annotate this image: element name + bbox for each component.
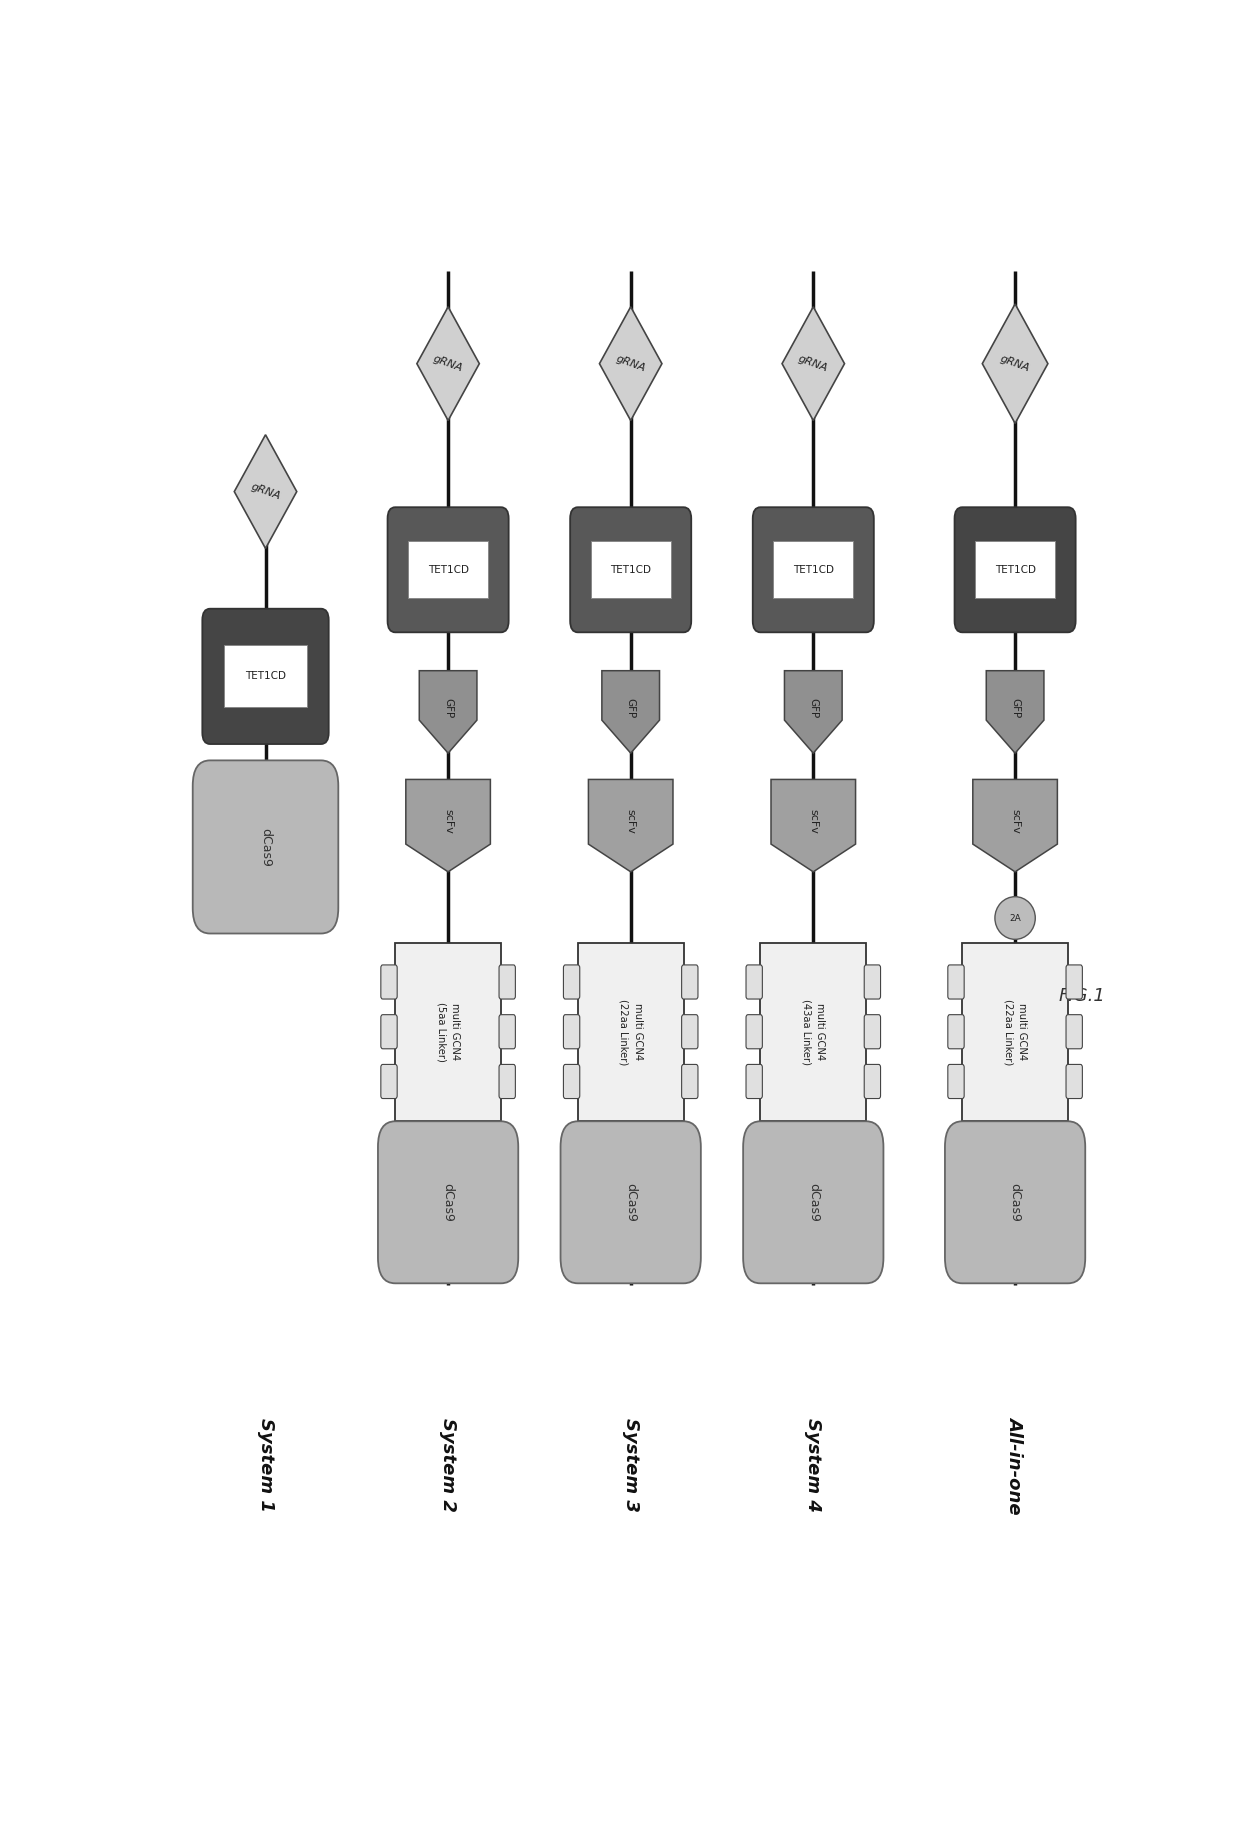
- Polygon shape: [986, 670, 1044, 753]
- FancyBboxPatch shape: [563, 1015, 580, 1049]
- Text: scFv: scFv: [443, 809, 453, 833]
- FancyBboxPatch shape: [864, 965, 880, 999]
- Polygon shape: [599, 306, 662, 421]
- FancyBboxPatch shape: [746, 1015, 763, 1049]
- Text: GFP: GFP: [1011, 698, 1021, 718]
- Text: dCas9: dCas9: [1008, 1183, 1022, 1222]
- Text: dCas9: dCas9: [624, 1183, 637, 1222]
- FancyBboxPatch shape: [381, 965, 397, 999]
- Text: gRNA: gRNA: [432, 354, 464, 373]
- FancyBboxPatch shape: [947, 1015, 965, 1049]
- Text: gRNA: gRNA: [249, 482, 281, 502]
- FancyBboxPatch shape: [388, 508, 508, 633]
- Text: dCas9: dCas9: [259, 827, 272, 866]
- Text: scFv: scFv: [626, 809, 636, 833]
- FancyBboxPatch shape: [746, 1065, 763, 1098]
- Text: System 2: System 2: [439, 1418, 458, 1512]
- FancyBboxPatch shape: [975, 541, 1055, 598]
- FancyBboxPatch shape: [1066, 965, 1083, 999]
- Text: GFP: GFP: [443, 698, 453, 718]
- Text: System 1: System 1: [257, 1418, 274, 1512]
- Polygon shape: [589, 779, 673, 871]
- Text: TET1CD: TET1CD: [792, 565, 833, 574]
- Polygon shape: [982, 305, 1048, 423]
- Text: TET1CD: TET1CD: [610, 565, 651, 574]
- Polygon shape: [785, 670, 842, 753]
- FancyBboxPatch shape: [396, 943, 501, 1121]
- Text: TET1CD: TET1CD: [428, 565, 469, 574]
- FancyBboxPatch shape: [560, 1121, 701, 1283]
- Text: scFv: scFv: [808, 809, 818, 833]
- FancyBboxPatch shape: [760, 943, 866, 1121]
- Text: GFP: GFP: [626, 698, 636, 718]
- FancyBboxPatch shape: [1066, 1015, 1083, 1049]
- FancyBboxPatch shape: [563, 965, 580, 999]
- FancyBboxPatch shape: [223, 646, 308, 707]
- Text: All-in-one: All-in-one: [1006, 1416, 1024, 1514]
- FancyBboxPatch shape: [192, 761, 339, 934]
- FancyBboxPatch shape: [590, 541, 671, 598]
- FancyBboxPatch shape: [378, 1121, 518, 1283]
- Text: gRNA: gRNA: [797, 354, 830, 373]
- FancyBboxPatch shape: [947, 1065, 965, 1098]
- FancyBboxPatch shape: [1066, 1065, 1083, 1098]
- Text: FIG.1: FIG.1: [1059, 988, 1106, 1006]
- Text: gRNA: gRNA: [615, 354, 647, 373]
- Text: multi GCN4
(22aa Linker): multi GCN4 (22aa Linker): [1003, 999, 1027, 1065]
- Text: TET1CD: TET1CD: [246, 672, 286, 681]
- Polygon shape: [771, 779, 856, 871]
- Text: GFP: GFP: [808, 698, 818, 718]
- FancyBboxPatch shape: [381, 1015, 397, 1049]
- FancyBboxPatch shape: [962, 943, 1068, 1121]
- FancyBboxPatch shape: [563, 1065, 580, 1098]
- Polygon shape: [601, 670, 660, 753]
- FancyBboxPatch shape: [498, 1015, 516, 1049]
- FancyBboxPatch shape: [774, 541, 853, 598]
- FancyBboxPatch shape: [864, 1065, 880, 1098]
- Text: dCas9: dCas9: [441, 1183, 455, 1222]
- Polygon shape: [417, 306, 480, 421]
- Text: multi GCN4
(43aa Linker): multi GCN4 (43aa Linker): [801, 999, 826, 1065]
- FancyBboxPatch shape: [498, 965, 516, 999]
- FancyBboxPatch shape: [408, 541, 489, 598]
- FancyBboxPatch shape: [202, 609, 329, 744]
- FancyBboxPatch shape: [682, 965, 698, 999]
- FancyBboxPatch shape: [864, 1015, 880, 1049]
- Text: scFv: scFv: [1011, 809, 1021, 833]
- Polygon shape: [973, 779, 1058, 871]
- Polygon shape: [782, 306, 844, 421]
- Text: TET1CD: TET1CD: [994, 565, 1035, 574]
- Text: 2A: 2A: [1009, 914, 1021, 923]
- FancyBboxPatch shape: [498, 1065, 516, 1098]
- Text: multi GCN4
(5aa Linker): multi GCN4 (5aa Linker): [436, 1002, 460, 1061]
- FancyBboxPatch shape: [947, 965, 965, 999]
- FancyBboxPatch shape: [682, 1065, 698, 1098]
- Polygon shape: [419, 670, 477, 753]
- Text: System 4: System 4: [805, 1418, 822, 1512]
- FancyBboxPatch shape: [381, 1065, 397, 1098]
- Ellipse shape: [994, 897, 1035, 940]
- Polygon shape: [234, 436, 296, 548]
- FancyBboxPatch shape: [955, 508, 1075, 633]
- FancyBboxPatch shape: [570, 508, 691, 633]
- Text: dCas9: dCas9: [807, 1183, 820, 1222]
- FancyBboxPatch shape: [753, 508, 874, 633]
- FancyBboxPatch shape: [743, 1121, 883, 1283]
- FancyBboxPatch shape: [578, 943, 683, 1121]
- FancyBboxPatch shape: [945, 1121, 1085, 1283]
- Text: System 3: System 3: [621, 1418, 640, 1512]
- FancyBboxPatch shape: [746, 965, 763, 999]
- Polygon shape: [405, 779, 490, 871]
- FancyBboxPatch shape: [682, 1015, 698, 1049]
- Text: gRNA: gRNA: [999, 354, 1032, 373]
- Text: multi GCN4
(22aa Linker): multi GCN4 (22aa Linker): [619, 999, 642, 1065]
